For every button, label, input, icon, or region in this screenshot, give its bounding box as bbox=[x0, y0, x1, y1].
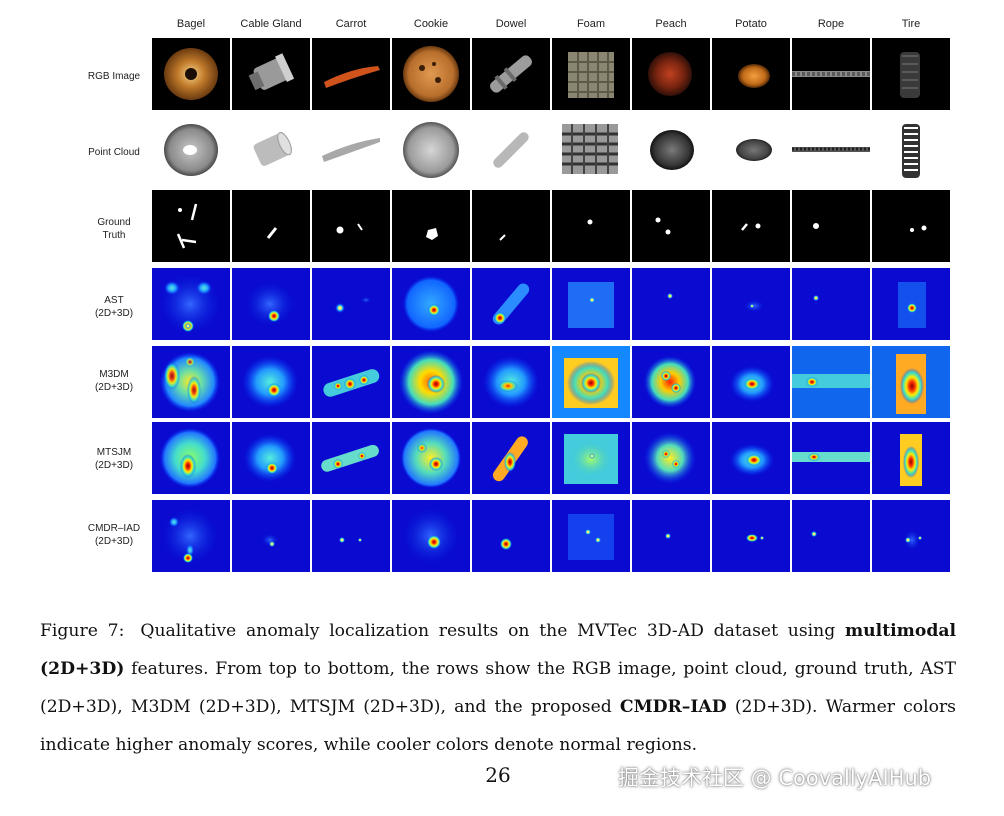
cell-m3dm-2d-3d-cable-gland bbox=[232, 346, 310, 418]
cell-ast-2d-3d-carrot bbox=[312, 268, 390, 340]
cell-m3dm-2d-3d-bagel bbox=[152, 346, 230, 418]
cell-mtsjm-2d-3d-potato bbox=[712, 422, 790, 494]
row-label-cmdr-iad-2d-3d: CMDR–IAD (2D+3D) bbox=[87, 523, 141, 547]
cell-point-cloud-bagel bbox=[152, 114, 230, 186]
cell-ground-truth-carrot bbox=[312, 190, 390, 262]
cell-rgb-image-cookie bbox=[392, 38, 470, 110]
page-number: 26 bbox=[485, 763, 511, 787]
cell-mtsjm-2d-3d-cookie bbox=[392, 422, 470, 494]
column-header-dowel: Dowel bbox=[495, 18, 527, 30]
cell-rgb-image-rope bbox=[792, 38, 870, 110]
row-label-ground-truth: Ground Truth bbox=[97, 217, 131, 241]
cell-cmdr-iad-2d-3d-bagel bbox=[152, 500, 230, 572]
figure-caption: Figure 7: Qualitative anomaly localizatio… bbox=[40, 612, 956, 764]
cell-mtsjm-2d-3d-tire bbox=[872, 422, 950, 494]
cell-cmdr-iad-2d-3d-cable-gland bbox=[232, 500, 310, 572]
caption-text-2: features. From top to bottom, the rows s… bbox=[40, 659, 956, 717]
cell-cmdr-iad-2d-3d-carrot bbox=[312, 500, 390, 572]
row-label-mtsjm-2d-3d: MTSJM (2D+3D) bbox=[94, 447, 134, 471]
caption-text-1: Qualitative anomaly localization results… bbox=[140, 621, 845, 641]
cell-m3dm-2d-3d-tire bbox=[872, 346, 950, 418]
cell-point-cloud-carrot bbox=[312, 114, 390, 186]
cell-cmdr-iad-2d-3d-dowel bbox=[472, 500, 550, 572]
figure-7: Bagel Cable Gland Carrot Cookie Dowel Foam Pea… bbox=[87, 18, 950, 572]
cell-rgb-image-carrot bbox=[312, 38, 390, 110]
cell-rgb-image-dowel bbox=[472, 38, 550, 110]
cell-ground-truth-cookie bbox=[392, 190, 470, 262]
cell-ground-truth-tire bbox=[872, 190, 950, 262]
cell-cmdr-iad-2d-3d-rope bbox=[792, 500, 870, 572]
cell-mtsjm-2d-3d-peach bbox=[632, 422, 710, 494]
cell-cmdr-iad-2d-3d-potato bbox=[712, 500, 790, 572]
cell-m3dm-2d-3d-potato bbox=[712, 346, 790, 418]
cell-ast-2d-3d-rope bbox=[792, 268, 870, 340]
cell-cmdr-iad-2d-3d-tire bbox=[872, 500, 950, 572]
watermark: 掘金技术社区 @ CoovallyAIHub bbox=[618, 766, 932, 790]
row-label-m3dm-2d-3d: M3DM (2D+3D) bbox=[94, 369, 134, 393]
cell-ground-truth-peach bbox=[632, 190, 710, 262]
cell-ground-truth-dowel bbox=[472, 190, 550, 262]
cell-point-cloud-cookie bbox=[392, 114, 470, 186]
column-header-rope: Rope bbox=[817, 18, 845, 30]
cell-ast-2d-3d-tire bbox=[872, 268, 950, 340]
cell-ground-truth-rope bbox=[792, 190, 870, 262]
cell-ast-2d-3d-foam bbox=[552, 268, 630, 340]
column-header-tire: Tire bbox=[901, 18, 921, 30]
row-label-rgb-image: RGB Image bbox=[87, 71, 141, 82]
cell-rgb-image-tire bbox=[872, 38, 950, 110]
cell-rgb-image-cable-gland bbox=[232, 38, 310, 110]
cell-ground-truth-cable-gland bbox=[232, 190, 310, 262]
cell-rgb-image-peach bbox=[632, 38, 710, 110]
cell-m3dm-2d-3d-cookie bbox=[392, 346, 470, 418]
cell-mtsjm-2d-3d-rope bbox=[792, 422, 870, 494]
cell-point-cloud-cable-gland bbox=[232, 114, 310, 186]
cell-ast-2d-3d-dowel bbox=[472, 268, 550, 340]
row-label-point-cloud: Point Cloud bbox=[88, 147, 140, 158]
caption-bold-multimodal: multimodal (2D+3D) bbox=[40, 621, 956, 679]
cell-mtsjm-2d-3d-bagel bbox=[152, 422, 230, 494]
column-header-carrot: Carrot bbox=[335, 18, 367, 30]
cell-point-cloud-potato bbox=[712, 114, 790, 186]
caption-text-3: (2D+3D). Warmer colors indicate higher a… bbox=[40, 697, 956, 755]
cell-ast-2d-3d-cookie bbox=[392, 268, 470, 340]
cell-m3dm-2d-3d-foam bbox=[552, 346, 630, 418]
cell-ast-2d-3d-potato bbox=[712, 268, 790, 340]
cell-cmdr-iad-2d-3d-peach bbox=[632, 500, 710, 572]
cell-m3dm-2d-3d-carrot bbox=[312, 346, 390, 418]
caption-bold-method: CMDR–IAD bbox=[619, 697, 727, 717]
cell-ast-2d-3d-bagel bbox=[152, 268, 230, 340]
cell-ground-truth-foam bbox=[552, 190, 630, 262]
cell-ground-truth-bagel bbox=[152, 190, 230, 262]
column-header-foam: Foam bbox=[576, 18, 606, 30]
column-header-bagel: Bagel bbox=[176, 18, 206, 30]
cell-ast-2d-3d-peach bbox=[632, 268, 710, 340]
cell-mtsjm-2d-3d-dowel bbox=[472, 422, 550, 494]
cell-m3dm-2d-3d-rope bbox=[792, 346, 870, 418]
cell-ground-truth-potato bbox=[712, 190, 790, 262]
cell-point-cloud-peach bbox=[632, 114, 710, 186]
column-header-potato: Potato bbox=[735, 18, 767, 30]
column-header-cable-gland: Cable Gland bbox=[240, 18, 302, 30]
cell-m3dm-2d-3d-peach bbox=[632, 346, 710, 418]
figure-label: Figure 7: bbox=[40, 621, 125, 641]
cell-mtsjm-2d-3d-foam bbox=[552, 422, 630, 494]
cell-mtsjm-2d-3d-cable-gland bbox=[232, 422, 310, 494]
cell-cmdr-iad-2d-3d-foam bbox=[552, 500, 630, 572]
cell-point-cloud-rope bbox=[792, 114, 870, 186]
row-label-ast-2d-3d: AST (2D+3D) bbox=[94, 295, 134, 319]
cell-point-cloud-dowel bbox=[472, 114, 550, 186]
column-header-cookie: Cookie bbox=[413, 18, 449, 30]
cell-point-cloud-tire bbox=[872, 114, 950, 186]
cell-cmdr-iad-2d-3d-cookie bbox=[392, 500, 470, 572]
cell-rgb-image-bagel bbox=[152, 38, 230, 110]
column-header-peach: Peach bbox=[655, 18, 687, 30]
cell-mtsjm-2d-3d-carrot bbox=[312, 422, 390, 494]
cell-m3dm-2d-3d-dowel bbox=[472, 346, 550, 418]
cell-rgb-image-potato bbox=[712, 38, 790, 110]
cell-rgb-image-foam bbox=[552, 38, 630, 110]
cell-ast-2d-3d-cable-gland bbox=[232, 268, 310, 340]
cell-point-cloud-foam bbox=[552, 114, 630, 186]
